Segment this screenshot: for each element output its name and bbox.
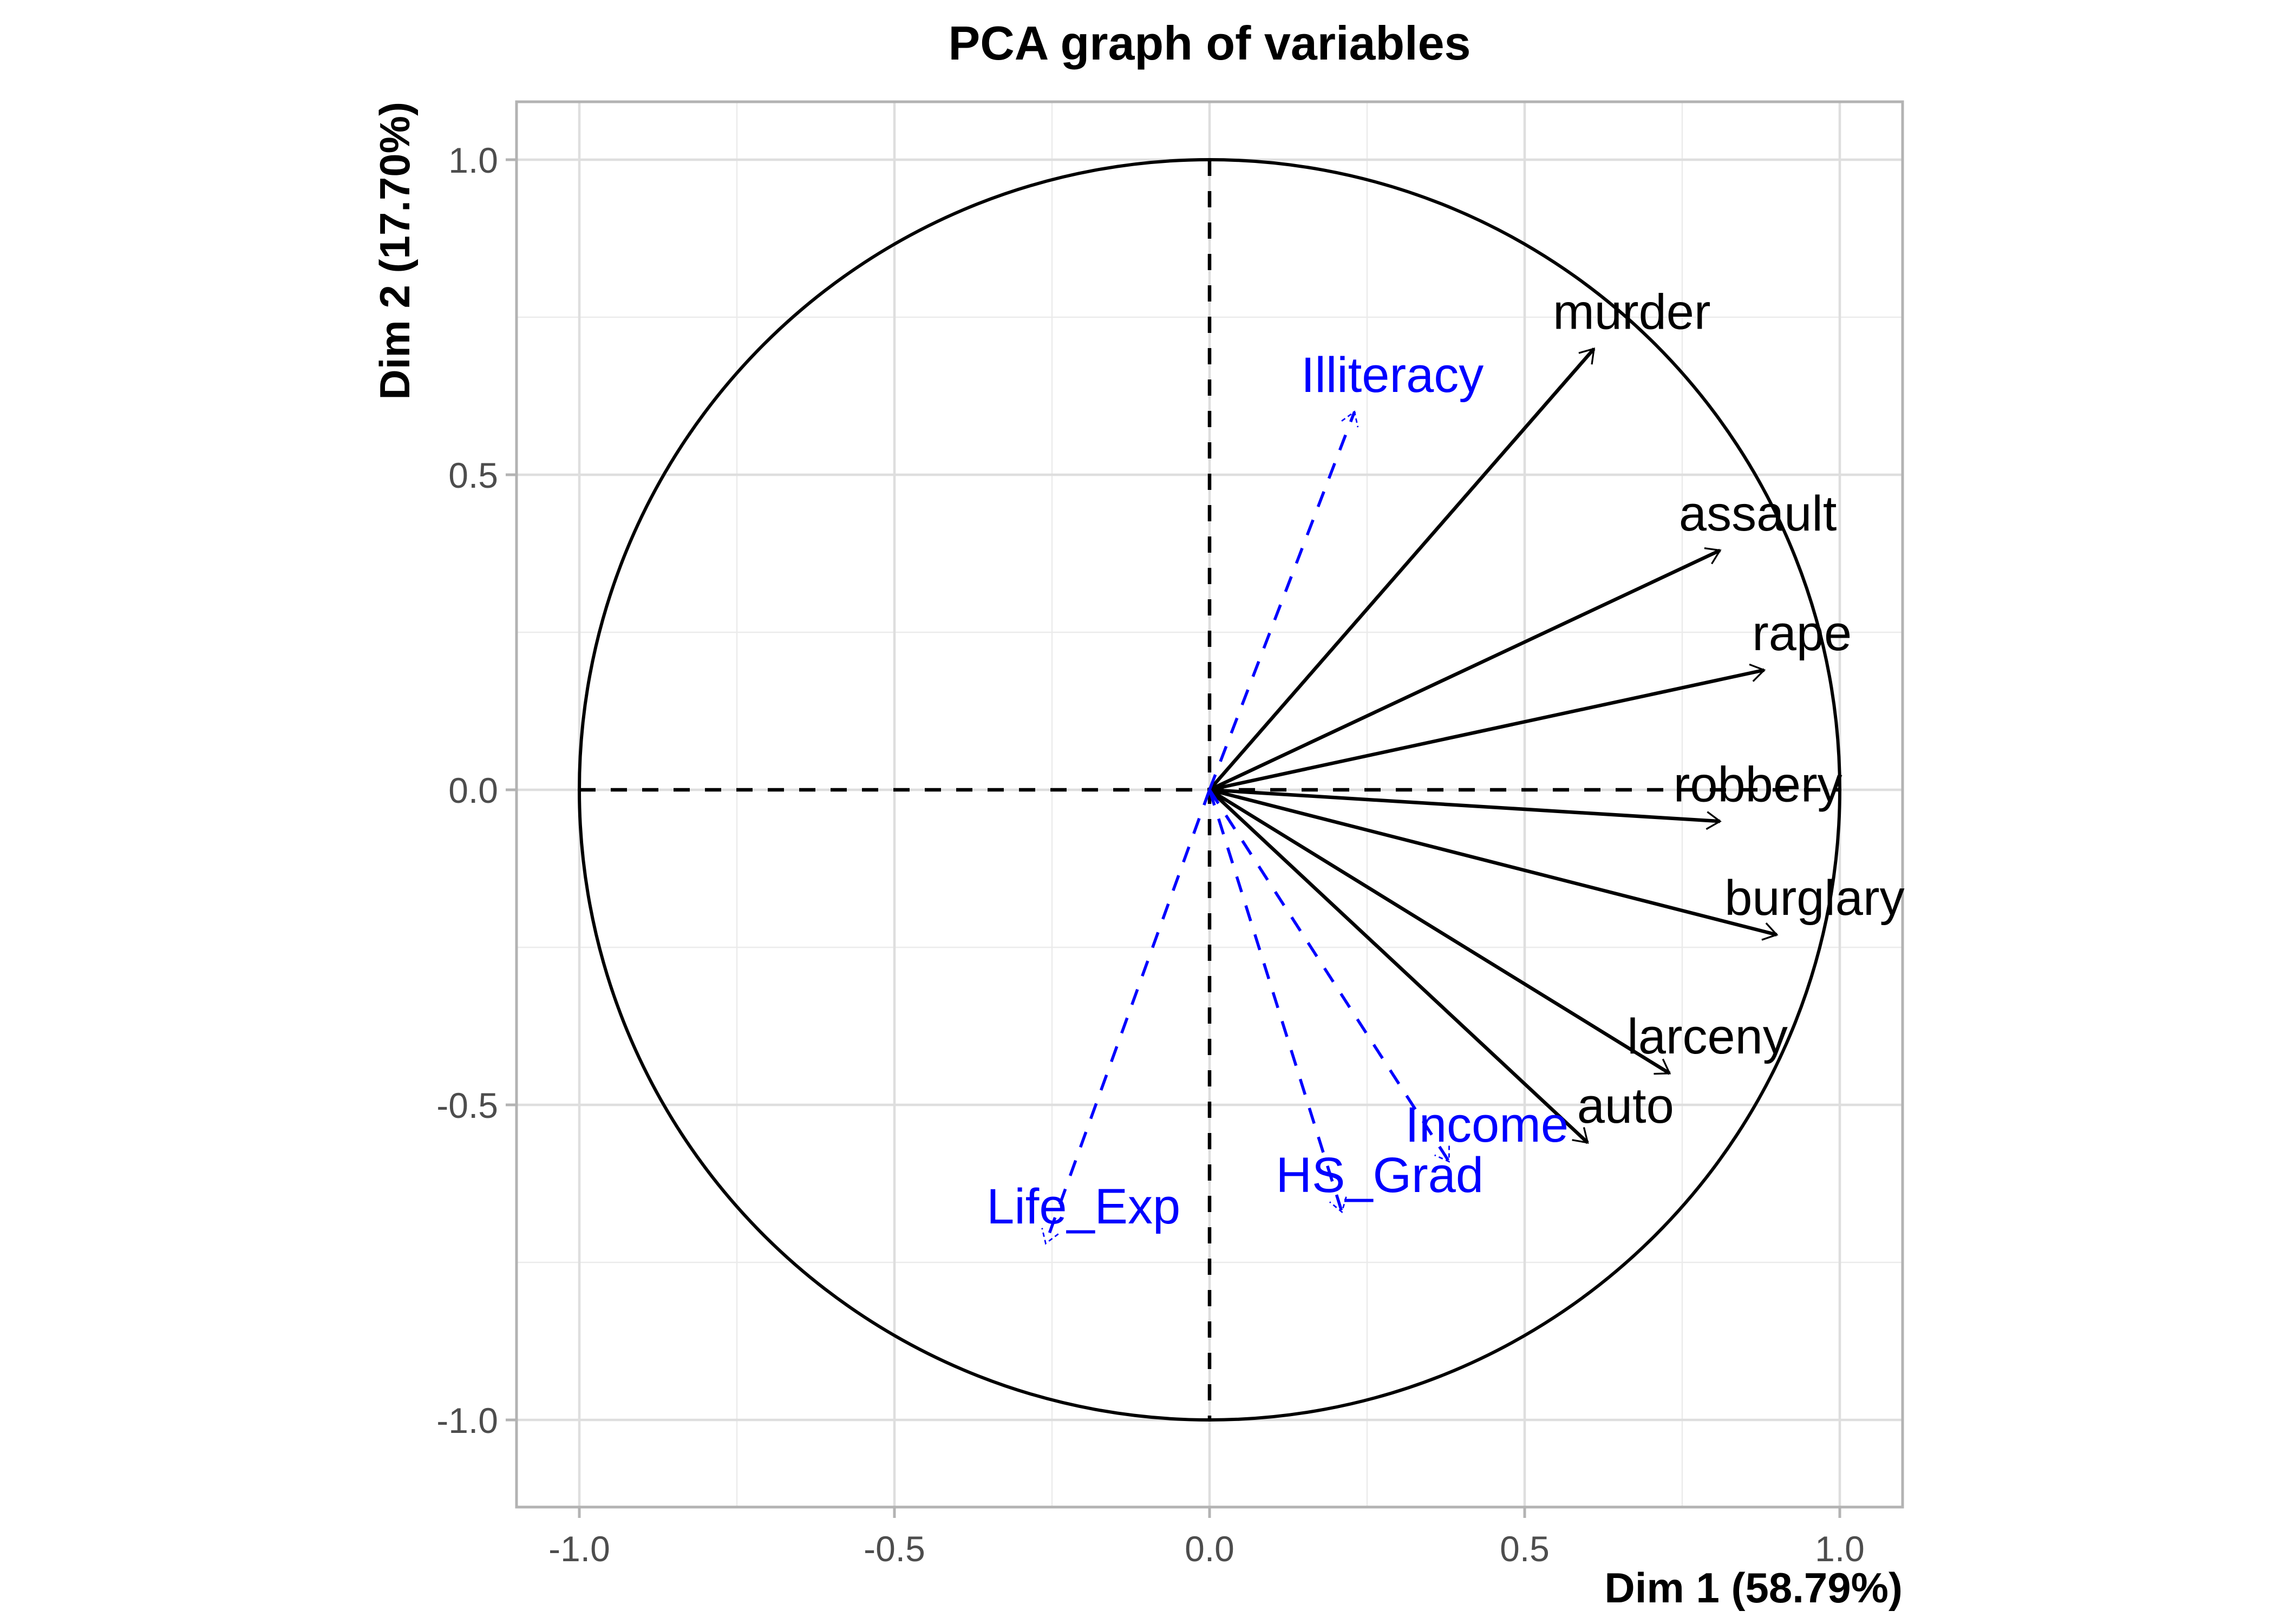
y-axis-title: Dim 2 (17.70%) xyxy=(371,102,419,400)
label-income: Income xyxy=(1405,1097,1569,1152)
arrow-rape xyxy=(1209,663,1766,792)
x-axis-tick-labels: -1.0 -0.5 0.0 0.5 1.0 xyxy=(548,1529,1865,1569)
y-axis-tick-labels: -1.0 -0.5 0.0 0.5 1.0 xyxy=(436,140,498,1440)
chart-title: PCA graph of variables xyxy=(949,16,1471,70)
label-assault: assault xyxy=(1679,486,1837,541)
correlation-circle xyxy=(578,158,1841,1422)
x-tick-label: 1.0 xyxy=(1815,1529,1865,1569)
y-tick-label: 0.0 xyxy=(448,770,498,810)
x-axis-title: Dim 1 (58.79%) xyxy=(1604,1564,1903,1612)
label-auto: auto xyxy=(1577,1078,1674,1134)
label-illiteracy: Illiteracy xyxy=(1301,348,1484,403)
arrow-larceny xyxy=(1208,788,1671,1075)
y-tick-label: -1.0 xyxy=(436,1400,498,1440)
variable-labels: murder assault rape robbery burglary larceny a… xyxy=(986,284,1904,1234)
x-tick-label: 0.0 xyxy=(1185,1529,1234,1569)
arrow-illiteracy xyxy=(1208,412,1355,790)
arrow-robbery xyxy=(1209,788,1722,830)
arrow-murder xyxy=(1208,347,1596,791)
x-tick-label: -0.5 xyxy=(864,1529,925,1569)
label-rape: rape xyxy=(1752,606,1852,661)
label-life-exp: Life_Exp xyxy=(986,1179,1180,1234)
arrow-burglary xyxy=(1209,788,1779,941)
arrow-life-exp xyxy=(1045,789,1211,1243)
x-tick-label: 0.5 xyxy=(1500,1529,1550,1569)
arrow-income xyxy=(1208,789,1449,1162)
x-tick-label: -1.0 xyxy=(548,1529,610,1569)
variable-arrows xyxy=(1045,347,1779,1243)
y-tick-label: -0.5 xyxy=(436,1085,498,1125)
y-tick-label: 0.5 xyxy=(448,455,498,495)
arrow-assault xyxy=(1208,547,1722,791)
arrow-auto xyxy=(1208,788,1589,1144)
label-murder: murder xyxy=(1553,284,1710,339)
y-tick-label: 1.0 xyxy=(448,140,498,180)
label-burglary: burglary xyxy=(1724,870,1904,926)
axis-ticks xyxy=(506,158,1841,1518)
label-larceny: larceny xyxy=(1627,1009,1788,1064)
label-robbery: robbery xyxy=(1674,757,1842,812)
arrow-hs-grad xyxy=(1208,789,1342,1212)
label-hs-grad: HS_Grad xyxy=(1276,1148,1484,1203)
